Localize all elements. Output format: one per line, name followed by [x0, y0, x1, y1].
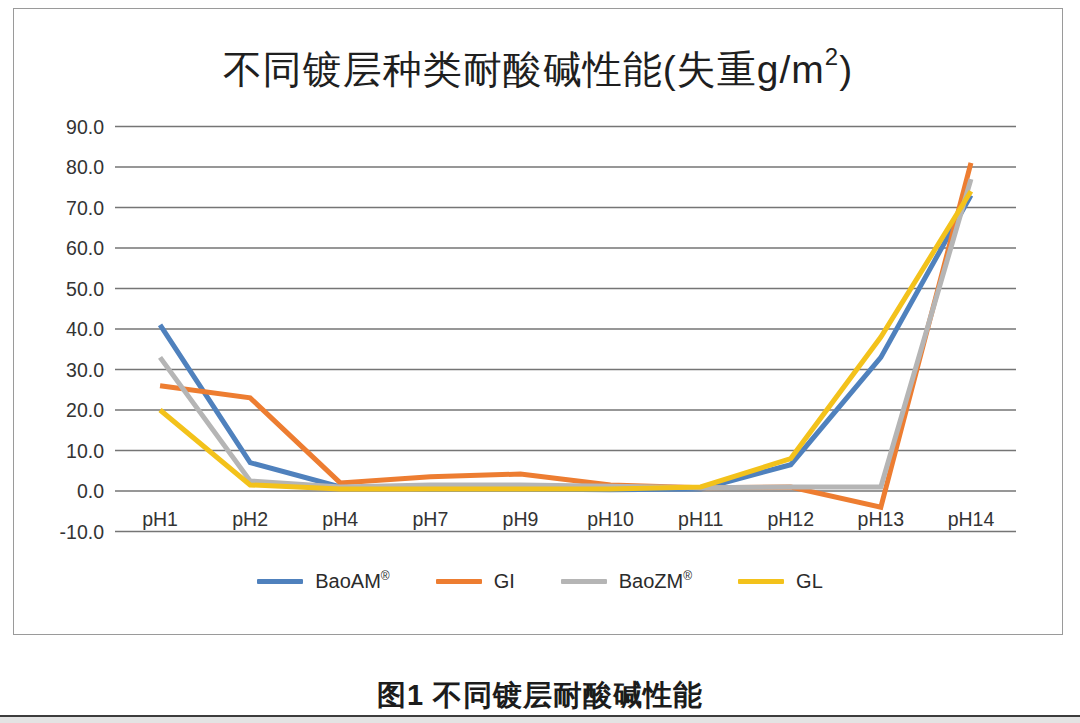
y-axis-tick-label: 0.0 [77, 480, 104, 502]
x-axis-tick-label: pH2 [232, 508, 268, 530]
x-axis-tick-label: pH4 [322, 508, 358, 530]
legend-item-baozm[interactable]: BaoZM® [561, 569, 692, 593]
legend-label-text: BaoZM [619, 570, 683, 592]
series-line-baoam [160, 195, 971, 489]
figure-caption: 图1 不同镀层耐酸碱性能 [0, 676, 1080, 716]
legend-label-text: BaoAM [315, 570, 381, 592]
y-axis-tick-label: 30.0 [66, 359, 104, 381]
registered-mark: ® [683, 569, 692, 583]
y-axis-tick-label: 50.0 [66, 278, 104, 300]
x-axis-tick-label: pH14 [948, 508, 995, 530]
y-axis-tick-label: 80.0 [66, 156, 104, 178]
legend-item-gi[interactable]: GI [436, 569, 515, 593]
y-axis-tick-label: 90.0 [66, 116, 104, 138]
x-axis-tick-label: pH7 [412, 508, 448, 530]
x-axis-tick-label: pH12 [767, 508, 814, 530]
legend-swatch-gi [436, 579, 482, 584]
legend-swatch-baozm [561, 579, 607, 584]
legend-label-gi: GI [494, 569, 515, 593]
legend-item-gl[interactable]: GL [738, 569, 823, 593]
legend-item-baoam[interactable]: BaoAM® [257, 569, 389, 593]
series-line-gl [160, 191, 971, 489]
legend-label-text: GI [494, 570, 515, 592]
y-axis-tick-label: 70.0 [66, 197, 104, 219]
line-chart-plot: 90.0 80.0 70.0 60.0 50.0 40.0 30.0 20.0 10.0 0.0 -… [0, 0, 1080, 723]
y-axis-tick-label: 60.0 [66, 237, 104, 259]
legend-label-gl: GL [796, 569, 823, 593]
legend-label-baoam: BaoAM® [315, 569, 389, 593]
x-axis-tick-label: pH1 [142, 508, 178, 530]
x-axis-tick-label: pH9 [503, 508, 539, 530]
legend-label-baozm: BaoZM® [619, 569, 692, 593]
x-axis-tick-label: pH13 [858, 508, 905, 530]
y-axis-tick-label: 20.0 [66, 399, 104, 421]
legend-swatch-gl [738, 579, 784, 584]
chart-legend: BaoAM® GI BaoZM® GL [0, 566, 1080, 596]
x-axis-tick-label: pH10 [587, 508, 634, 530]
registered-mark: ® [381, 569, 390, 583]
next-section-edge [0, 715, 1080, 723]
x-axis-tick-label: pH11 [678, 508, 723, 530]
y-axis-tick-label: 10.0 [66, 440, 104, 462]
series-line-baozm [160, 179, 971, 488]
legend-swatch-baoam [257, 579, 303, 584]
legend-label-text: GL [796, 570, 823, 592]
y-axis-tick-label: -10.0 [60, 521, 105, 543]
figure-container: 不同镀层种类耐酸碱性能(失重g/m2) 90.080.070.060.050.0… [0, 0, 1080, 723]
y-axis-tick-label: 40.0 [66, 318, 104, 340]
series-line-gi [160, 163, 971, 507]
